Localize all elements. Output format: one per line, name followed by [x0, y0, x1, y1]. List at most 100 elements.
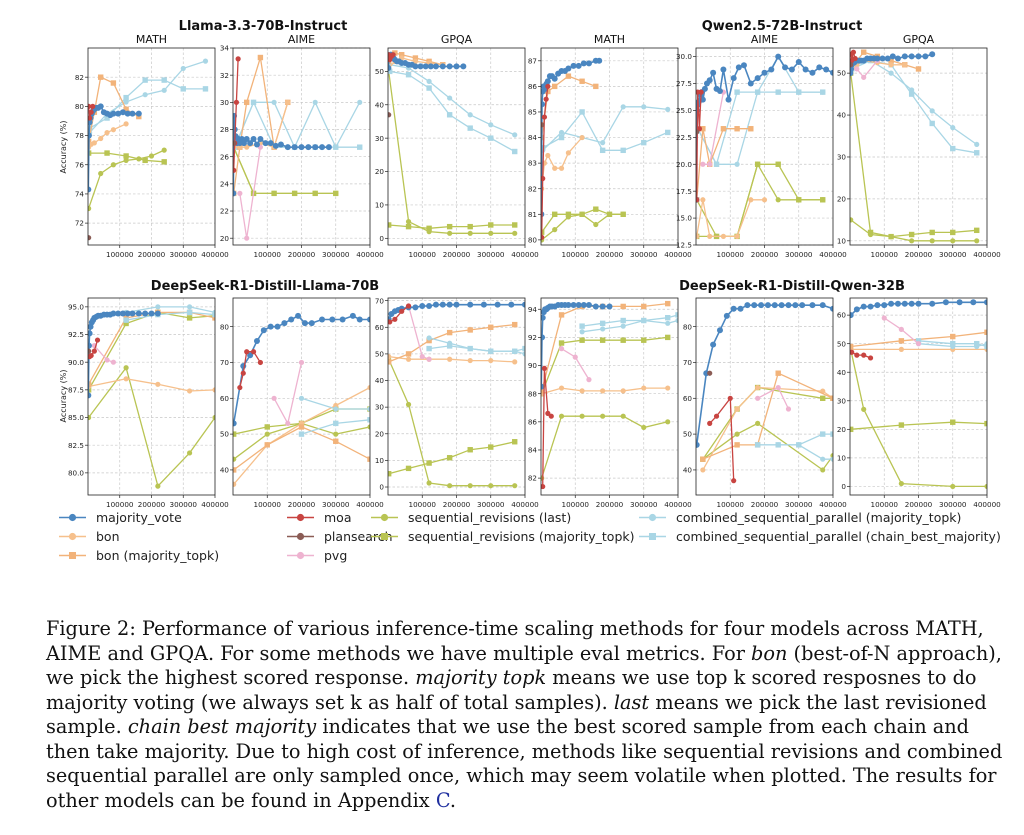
point-combined-sequential-parallel-majority-topk — [202, 58, 209, 64]
y-tick-label: 20 — [837, 425, 847, 434]
point-majority-vote — [922, 53, 929, 60]
legend-label: moa — [324, 510, 352, 525]
series-line-majority-vote — [850, 301, 987, 316]
chart-panel-10: 82 84 86 88 90 92 94 100000 200000 300000 400000 — [528, 297, 692, 509]
legend-label: sequential_revisions (majority_topk) — [408, 529, 635, 544]
series-line-combined-sequential-parallel-majority-topk — [89, 60, 206, 134]
y-tick-label: 20 — [375, 167, 385, 176]
y-tick-label: 80 — [75, 102, 85, 111]
point-majority-vote — [723, 312, 730, 319]
point-moa — [399, 308, 405, 314]
y-tick-label: 10 — [837, 236, 847, 245]
point-majority-vote — [115, 110, 122, 117]
x-tick-label: 200000 — [751, 500, 779, 509]
point-combined-sequential-parallel-chain-best-majority — [212, 311, 215, 318]
series-line-combined-sequential-parallel-chain-best-majority — [918, 340, 987, 348]
panel-title: AIME — [751, 33, 778, 46]
point-sequential-revisions-majority-topk — [599, 337, 606, 343]
point-bon — [123, 376, 129, 382]
x-tick-label: 100000 — [871, 250, 899, 259]
point-bon — [545, 152, 551, 159]
legend-label: bon (majority_topk) — [96, 548, 220, 563]
point-majority-vote — [319, 144, 326, 151]
series-line-pvg — [239, 147, 262, 239]
point-sequential-revisions-majority-topk — [974, 227, 980, 234]
point-majority-vote — [253, 141, 260, 148]
caption-text: chain best majority — [127, 715, 317, 739]
point-majority-vote — [119, 310, 126, 317]
x-tick-label: 100000 — [254, 250, 282, 259]
point-bon-majority-topk — [558, 312, 565, 318]
legend-item-moa: moa — [286, 510, 351, 525]
point-majority-vote — [432, 301, 439, 308]
point-combined-sequential-parallel-chain-best-majority — [357, 144, 363, 150]
point-majority-vote — [88, 186, 92, 193]
ylabel-bottom: Accuracy (%) — [59, 370, 68, 423]
point-combined-sequential-parallel-chain-best-majority — [775, 89, 781, 95]
series-line-combined-sequential-parallel-majority-topk — [582, 319, 678, 333]
point-sequential-revisions-majority-topk — [467, 447, 473, 453]
point-combined-sequential-parallel-majority-topk — [357, 99, 363, 105]
caption-text: . — [449, 788, 457, 812]
point-bon-majority-topk — [405, 351, 412, 357]
x-tick-label: 400000 — [356, 250, 384, 259]
y-tick-label: 80.0 — [68, 468, 84, 477]
point-majority-vote — [426, 302, 433, 309]
model-title-llama-3-3-70b-instruct: Llama-3.3-70B-Instruct — [179, 19, 348, 34]
point-moa — [90, 103, 96, 109]
y-tick-label: 25.0 — [676, 106, 692, 115]
y-tick-label: 27.5 — [676, 79, 692, 88]
y-tick-label: 15.0 — [676, 214, 692, 223]
series-line-combined-sequential-parallel-chain-best-majority — [125, 311, 215, 321]
point-majority-vote — [956, 299, 963, 306]
point-moa — [543, 96, 549, 102]
y-tick-label: 22 — [220, 207, 229, 216]
point-bon-majority-topk — [665, 300, 671, 307]
point-majority-vote — [460, 63, 467, 70]
point-moa — [861, 352, 867, 358]
point-bon-majority-topk — [333, 438, 339, 444]
caption-text: means we pick the last revisioned sample… — [46, 690, 987, 739]
legend-item-pvg: pvg — [286, 548, 347, 563]
x-tick-label: 100000 — [871, 500, 899, 509]
point-moa — [713, 413, 720, 419]
point-combined-sequential-parallel-chain-best-majority — [620, 147, 626, 154]
point-pvg — [785, 406, 792, 412]
point-sequential-revisions-last — [606, 211, 613, 217]
legend-item-bon-majority-topk: bon (majority_topk) — [58, 548, 219, 563]
point-moa — [88, 115, 93, 121]
point-sequential-revisions-majority-topk — [908, 231, 915, 238]
point-bon-majority-topk — [233, 467, 237, 473]
point-moa — [240, 370, 246, 376]
point-moa — [545, 410, 551, 416]
y-tick-label: 30.0 — [676, 52, 692, 61]
point-majority-vote — [274, 323, 281, 330]
point-majority-vote — [446, 63, 453, 70]
point-moa — [548, 413, 554, 419]
point-majority-vote — [802, 66, 809, 73]
point-moa — [237, 384, 243, 391]
series-line-combined-sequential-parallel-chain-best-majority — [389, 70, 516, 153]
point-majority-vote — [874, 302, 881, 309]
point-bon-majority-topk — [244, 99, 250, 106]
y-tick-label: 0 — [841, 482, 846, 491]
series-line-bon — [696, 199, 765, 238]
y-tick-label: 34 — [220, 44, 230, 53]
point-sequential-revisions-majority-topk — [775, 161, 781, 167]
appendix-link[interactable]: C — [435, 788, 450, 812]
y-tick-label: 70 — [683, 358, 693, 367]
point-combined-sequential-parallel-chain-best-majority — [796, 442, 802, 448]
y-tick-label: 40 — [375, 100, 385, 109]
point-majority-vote — [860, 303, 867, 310]
point-sequential-revisions-last — [755, 420, 761, 426]
point-majority-vote — [288, 316, 295, 323]
point-majority-vote — [881, 302, 888, 309]
point-sequential-revisions-last — [558, 413, 565, 419]
point-sequential-revisions-last — [447, 230, 453, 236]
point-pvg — [915, 341, 922, 347]
point-bon-majority-topk — [257, 54, 264, 61]
x-tick-label: 300000 — [630, 250, 658, 259]
point-combined-sequential-parallel-chain-best-majority — [123, 317, 129, 323]
point-combined-sequential-parallel-chain-best-majority — [446, 343, 453, 349]
point-sequential-revisions-majority-topk — [850, 426, 854, 433]
